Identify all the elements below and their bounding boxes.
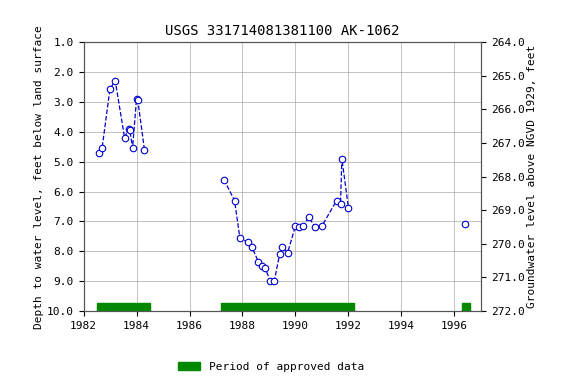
Point — [275, 251, 284, 257]
Point — [254, 259, 263, 265]
Point — [344, 205, 353, 211]
Point — [332, 197, 341, 204]
Point — [243, 239, 252, 245]
Point — [270, 278, 279, 284]
Point — [120, 135, 129, 141]
Point — [291, 223, 300, 229]
Point — [299, 223, 308, 229]
Point — [140, 147, 149, 153]
Point — [247, 244, 256, 250]
Point — [105, 86, 115, 92]
Point — [132, 96, 141, 102]
Point — [260, 265, 270, 271]
Point — [111, 78, 120, 84]
Point — [230, 197, 239, 204]
Legend: Period of approved data: Period of approved data — [173, 358, 368, 377]
Point — [266, 278, 275, 284]
Point — [125, 127, 134, 133]
Y-axis label: Groundwater level above NGVD 1929, feet: Groundwater level above NGVD 1929, feet — [527, 45, 537, 308]
Point — [128, 145, 137, 151]
Point — [317, 223, 327, 229]
Point — [460, 221, 469, 227]
Point — [124, 126, 133, 132]
Point — [304, 214, 313, 220]
Title: USGS 331714081381100 AK-1062: USGS 331714081381100 AK-1062 — [165, 24, 400, 38]
Point — [133, 98, 142, 104]
Point — [310, 224, 320, 230]
Point — [219, 177, 229, 183]
Point — [278, 244, 287, 250]
Point — [257, 263, 267, 269]
Point — [295, 224, 304, 230]
Point — [95, 150, 104, 156]
Point — [283, 250, 292, 256]
Point — [337, 156, 346, 162]
Y-axis label: Depth to water level, feet below land surface: Depth to water level, feet below land su… — [34, 25, 44, 329]
Point — [235, 235, 244, 241]
Point — [97, 145, 107, 151]
Point — [336, 200, 345, 207]
